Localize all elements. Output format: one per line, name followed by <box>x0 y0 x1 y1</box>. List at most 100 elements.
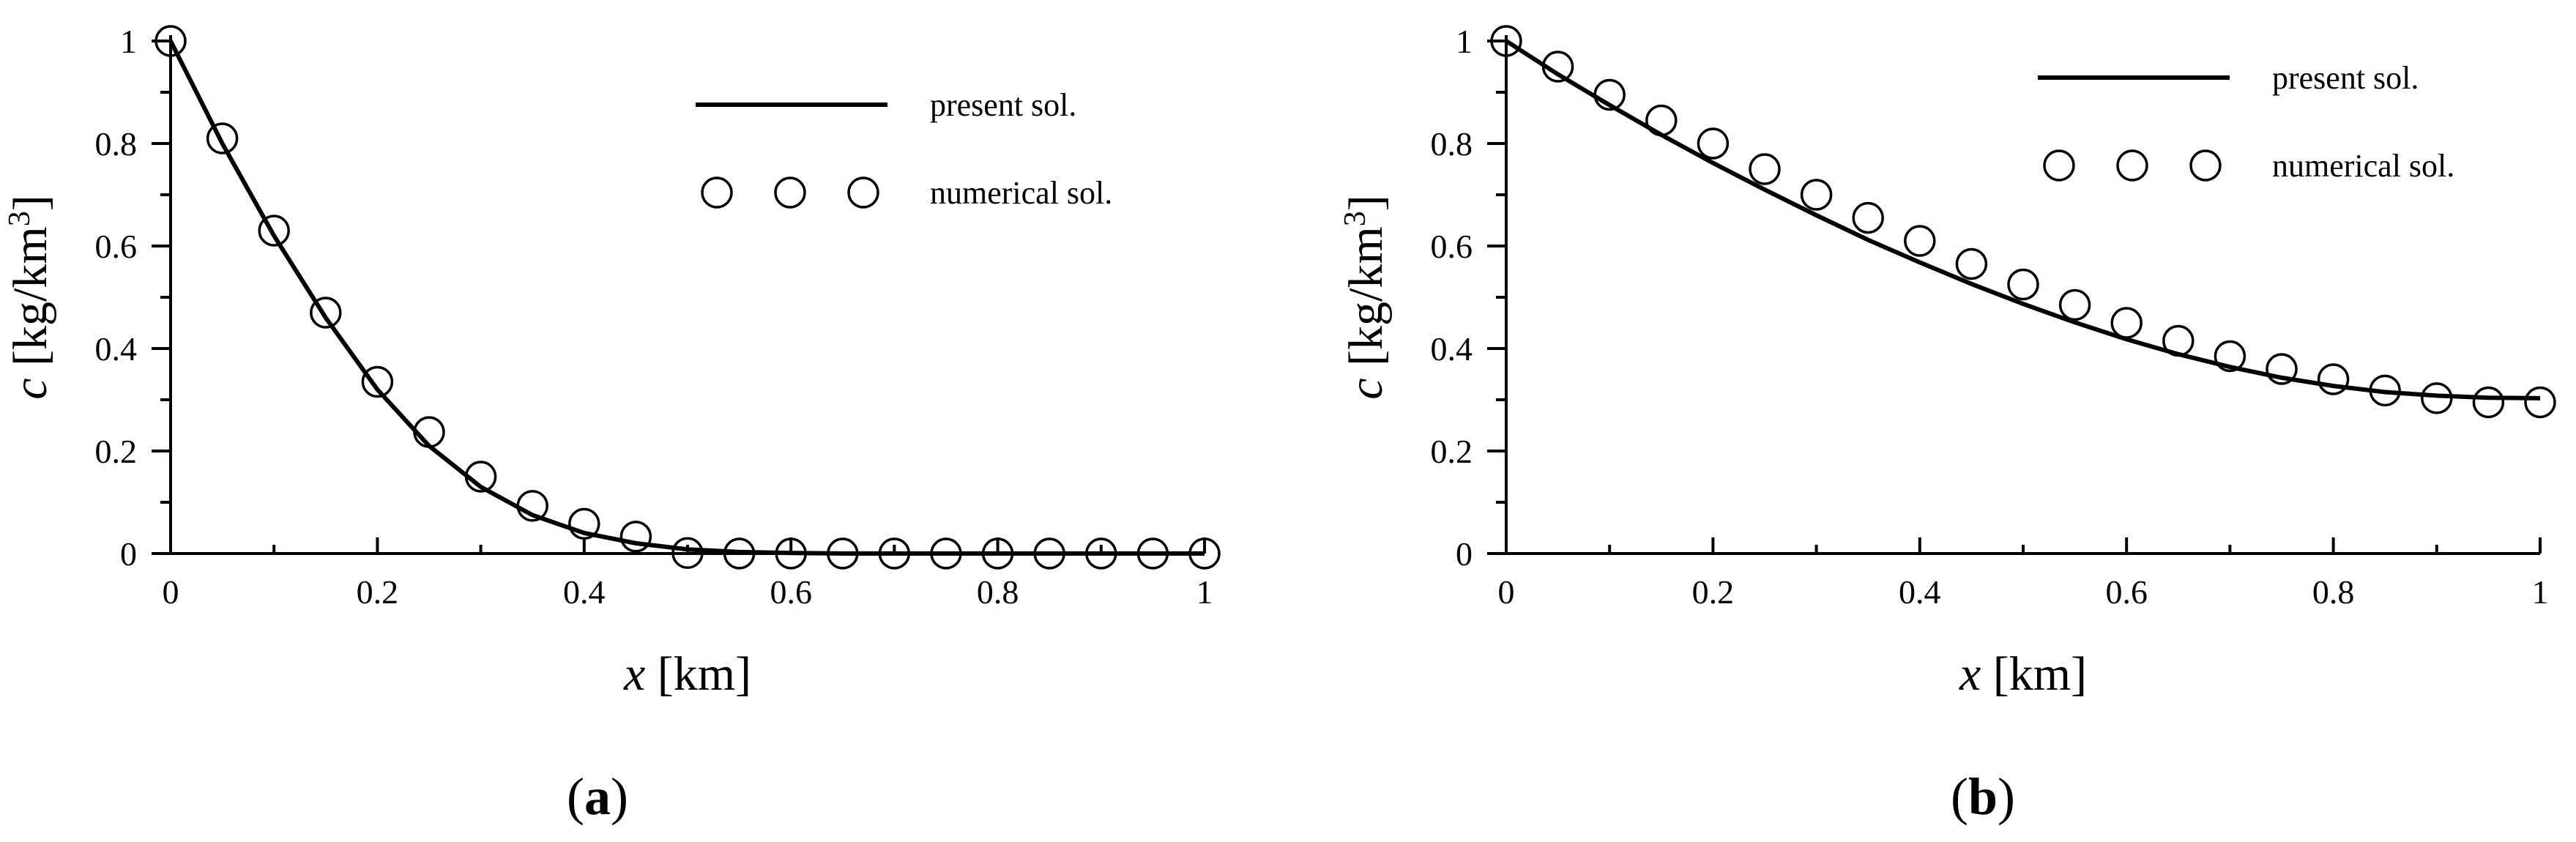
legend-marker-sample <box>701 176 733 209</box>
numerical-solution-marker <box>775 537 807 570</box>
legend-label-present: present sol. <box>930 87 1076 123</box>
numerical-solution-marker <box>1749 153 1781 185</box>
y-axis-unit-end: ] <box>1339 195 1393 211</box>
numerical-solution-marker <box>2162 324 2195 357</box>
x-tick-label: 0.2 <box>357 573 399 611</box>
present-solution-line <box>168 40 1205 556</box>
y-axis-variable: c <box>4 378 57 399</box>
legend-label-present: present sol. <box>2272 60 2419 96</box>
legend: present sol. numerical sol. <box>696 87 1112 211</box>
x-axis-variable: x <box>623 647 645 701</box>
numerical-solution-marker <box>2214 340 2246 373</box>
numerical-solution-marker <box>1541 51 1574 83</box>
numerical-solution-marker <box>1593 78 1626 111</box>
x-axis-label: x [km] <box>1959 647 2087 701</box>
numerical-solution-marker <box>619 521 652 553</box>
numerical-solution-marker <box>516 490 548 522</box>
numerical-solution-marker <box>1852 201 1884 234</box>
y-tick-label: 0.6 <box>1431 228 1473 265</box>
x-tick-label: 0 <box>163 573 179 611</box>
legend-label-numerical: numerical sol. <box>2272 148 2454 184</box>
numerical-solution-marker <box>464 461 497 493</box>
y-tick-label: 0.2 <box>1431 433 1473 470</box>
legend-marker-sample <box>2116 149 2148 182</box>
panel-label-open: ( <box>567 767 584 826</box>
x-tick-label: 1 <box>1196 573 1213 611</box>
numerical-solution-marker <box>2317 363 2350 395</box>
y-tick-label: 0.6 <box>95 228 138 265</box>
numerical-solution-marker <box>1800 179 1833 211</box>
y-tick-label: 0.2 <box>95 433 138 470</box>
x-tick-label: 0.8 <box>2312 573 2355 611</box>
numerical-solution-marker <box>2266 353 2298 385</box>
numerical-solution-marker <box>981 537 1014 570</box>
x-tick-label: 0.4 <box>1899 573 1941 611</box>
chart-panel-a: 0 0.2 0.4 0.6 0.8 1 0 0.2 0.4 0.6 0.8 1 x [km] c [kg/… <box>3 23 1221 826</box>
numerical-solution-marker <box>1136 537 1169 570</box>
numerical-solution-marker <box>2007 268 2039 301</box>
numerical-solution-marker <box>1033 537 1065 570</box>
panel-label-close: ) <box>611 767 628 826</box>
y-tick-label: 0.4 <box>1431 330 1473 368</box>
y-tick-label: 1 <box>120 23 137 60</box>
x-axis-variable: x <box>1959 647 1981 701</box>
legend-marker-sample <box>847 176 879 209</box>
panel-label-close: ) <box>1998 767 2015 826</box>
numerical-solution-marker <box>2058 288 2091 321</box>
x-axis-label: x [km] <box>623 647 751 701</box>
y-axis-label: c [kg/km3] <box>1339 195 1393 399</box>
x-tick-label: 1 <box>2532 573 2549 611</box>
x-axis-unit: [km] <box>1981 647 2087 701</box>
numerical-solution-marker <box>1697 127 1730 160</box>
numerical-solution-marker <box>1955 247 1988 280</box>
y-axis-unit: [kg/km <box>4 226 57 378</box>
numerical-solution-marker <box>258 215 290 247</box>
y-axis-variable: c <box>1339 378 1393 399</box>
panel-label-open: ( <box>1951 767 1968 826</box>
y-tick-label: 0 <box>1456 535 1473 573</box>
y-axis-unit-superscript: 3 <box>1339 211 1372 226</box>
numerical-solution-marker <box>361 365 394 398</box>
panel-label: (a) <box>567 767 628 826</box>
x-tick-label: 0.8 <box>977 573 1019 611</box>
numerical-solution-marker <box>2369 374 2401 407</box>
y-tick-label: 0 <box>120 535 137 573</box>
numerical-solution-marker <box>413 416 445 448</box>
numerical-solution-marker <box>2421 382 2453 414</box>
x-axis-unit: [km] <box>645 647 751 701</box>
legend-marker-sample <box>2189 149 2222 182</box>
legend-label-numerical: numerical sol. <box>930 175 1112 211</box>
legend: present sol. numerical sol. <box>2038 60 2454 184</box>
y-axis-unit: [kg/km <box>1339 226 1393 378</box>
numerical-solution-marker <box>671 537 704 570</box>
y-axis-unit-end: ] <box>4 195 57 211</box>
numerical-solution-marker <box>1490 25 1522 57</box>
x-tick-label: 0.4 <box>563 573 606 611</box>
y-tick-label: 0.4 <box>95 330 138 368</box>
chart-panel-b: 0 0.2 0.4 0.6 0.8 1 0 0.2 0.4 0.6 0.8 1 x [km] c [kg/… <box>1339 23 2556 826</box>
numerical-solution-marker <box>723 537 756 570</box>
x-tick-label: 0.6 <box>2105 573 2148 611</box>
legend-marker-sample <box>774 176 806 209</box>
numerical-solution-marker <box>310 297 342 329</box>
numerical-solution-marker <box>568 507 600 540</box>
numerical-solution-marker <box>1645 104 1678 137</box>
numerical-solution-marker <box>1904 225 1936 257</box>
y-axis-unit-superscript: 3 <box>3 211 37 226</box>
y-tick-label: 0.8 <box>1431 125 1473 163</box>
x-tick-label: 0.2 <box>1692 573 1735 611</box>
panel-label-letter: b <box>1968 767 1998 826</box>
y-tick-label: 1 <box>1456 23 1473 60</box>
x-tick-label: 0 <box>1498 573 1515 611</box>
numerical-solution-marker <box>878 537 911 570</box>
panel-label: (b) <box>1951 767 2015 826</box>
numerical-solution-marker <box>827 537 859 570</box>
numerical-solution-marker <box>206 122 239 154</box>
y-axis-label: c [kg/km3] <box>3 195 57 399</box>
numerical-solution-marker <box>2110 307 2143 339</box>
numerical-solution-marker <box>155 25 187 57</box>
numerical-solution-marker <box>1085 537 1117 570</box>
y-tick-label: 0.8 <box>95 125 138 163</box>
numerical-solution-marker <box>2524 386 2556 419</box>
present-solution-line <box>1505 39 2541 400</box>
